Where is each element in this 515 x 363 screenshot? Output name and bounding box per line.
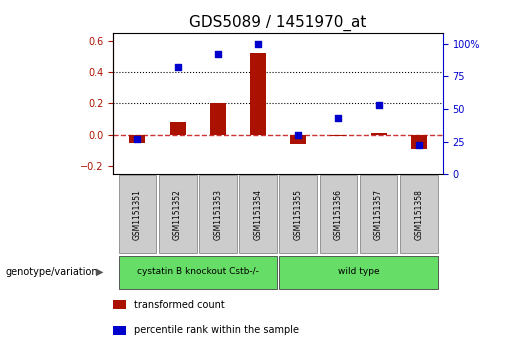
Bar bbox=[210, 103, 226, 135]
Text: GSM1151351: GSM1151351 bbox=[133, 189, 142, 240]
FancyBboxPatch shape bbox=[199, 175, 237, 253]
FancyBboxPatch shape bbox=[118, 256, 277, 289]
FancyBboxPatch shape bbox=[400, 175, 438, 253]
Bar bbox=[330, 135, 347, 136]
Point bbox=[214, 51, 222, 57]
Bar bbox=[290, 135, 306, 144]
FancyBboxPatch shape bbox=[359, 175, 398, 253]
FancyBboxPatch shape bbox=[159, 175, 197, 253]
FancyBboxPatch shape bbox=[118, 175, 157, 253]
Text: GSM1151358: GSM1151358 bbox=[414, 189, 423, 240]
Text: GSM1151352: GSM1151352 bbox=[173, 189, 182, 240]
Text: genotype/variation: genotype/variation bbox=[5, 267, 98, 277]
Point bbox=[174, 64, 182, 70]
Text: percentile rank within the sample: percentile rank within the sample bbox=[134, 325, 299, 335]
Point bbox=[294, 132, 302, 138]
Title: GDS5089 / 1451970_at: GDS5089 / 1451970_at bbox=[190, 15, 367, 31]
Text: GSM1151356: GSM1151356 bbox=[334, 189, 343, 240]
Text: transformed count: transformed count bbox=[134, 300, 225, 310]
FancyBboxPatch shape bbox=[319, 175, 357, 253]
Bar bbox=[169, 122, 185, 135]
Text: GSM1151354: GSM1151354 bbox=[253, 189, 263, 240]
Text: ▶: ▶ bbox=[95, 267, 103, 277]
Bar bbox=[250, 53, 266, 135]
Text: GSM1151357: GSM1151357 bbox=[374, 189, 383, 240]
Text: GSM1151355: GSM1151355 bbox=[294, 189, 303, 240]
Point bbox=[334, 115, 342, 121]
Point bbox=[415, 143, 423, 148]
Bar bbox=[371, 133, 387, 135]
Text: wild type: wild type bbox=[338, 267, 380, 276]
FancyBboxPatch shape bbox=[279, 256, 438, 289]
FancyBboxPatch shape bbox=[239, 175, 277, 253]
FancyBboxPatch shape bbox=[279, 175, 317, 253]
Text: cystatin B knockout Cstb-/-: cystatin B knockout Cstb-/- bbox=[137, 267, 259, 276]
Point bbox=[374, 102, 383, 108]
Text: GSM1151353: GSM1151353 bbox=[213, 189, 222, 240]
Point bbox=[133, 136, 142, 142]
Point bbox=[254, 41, 262, 46]
Bar bbox=[411, 135, 427, 149]
Bar bbox=[129, 135, 145, 143]
